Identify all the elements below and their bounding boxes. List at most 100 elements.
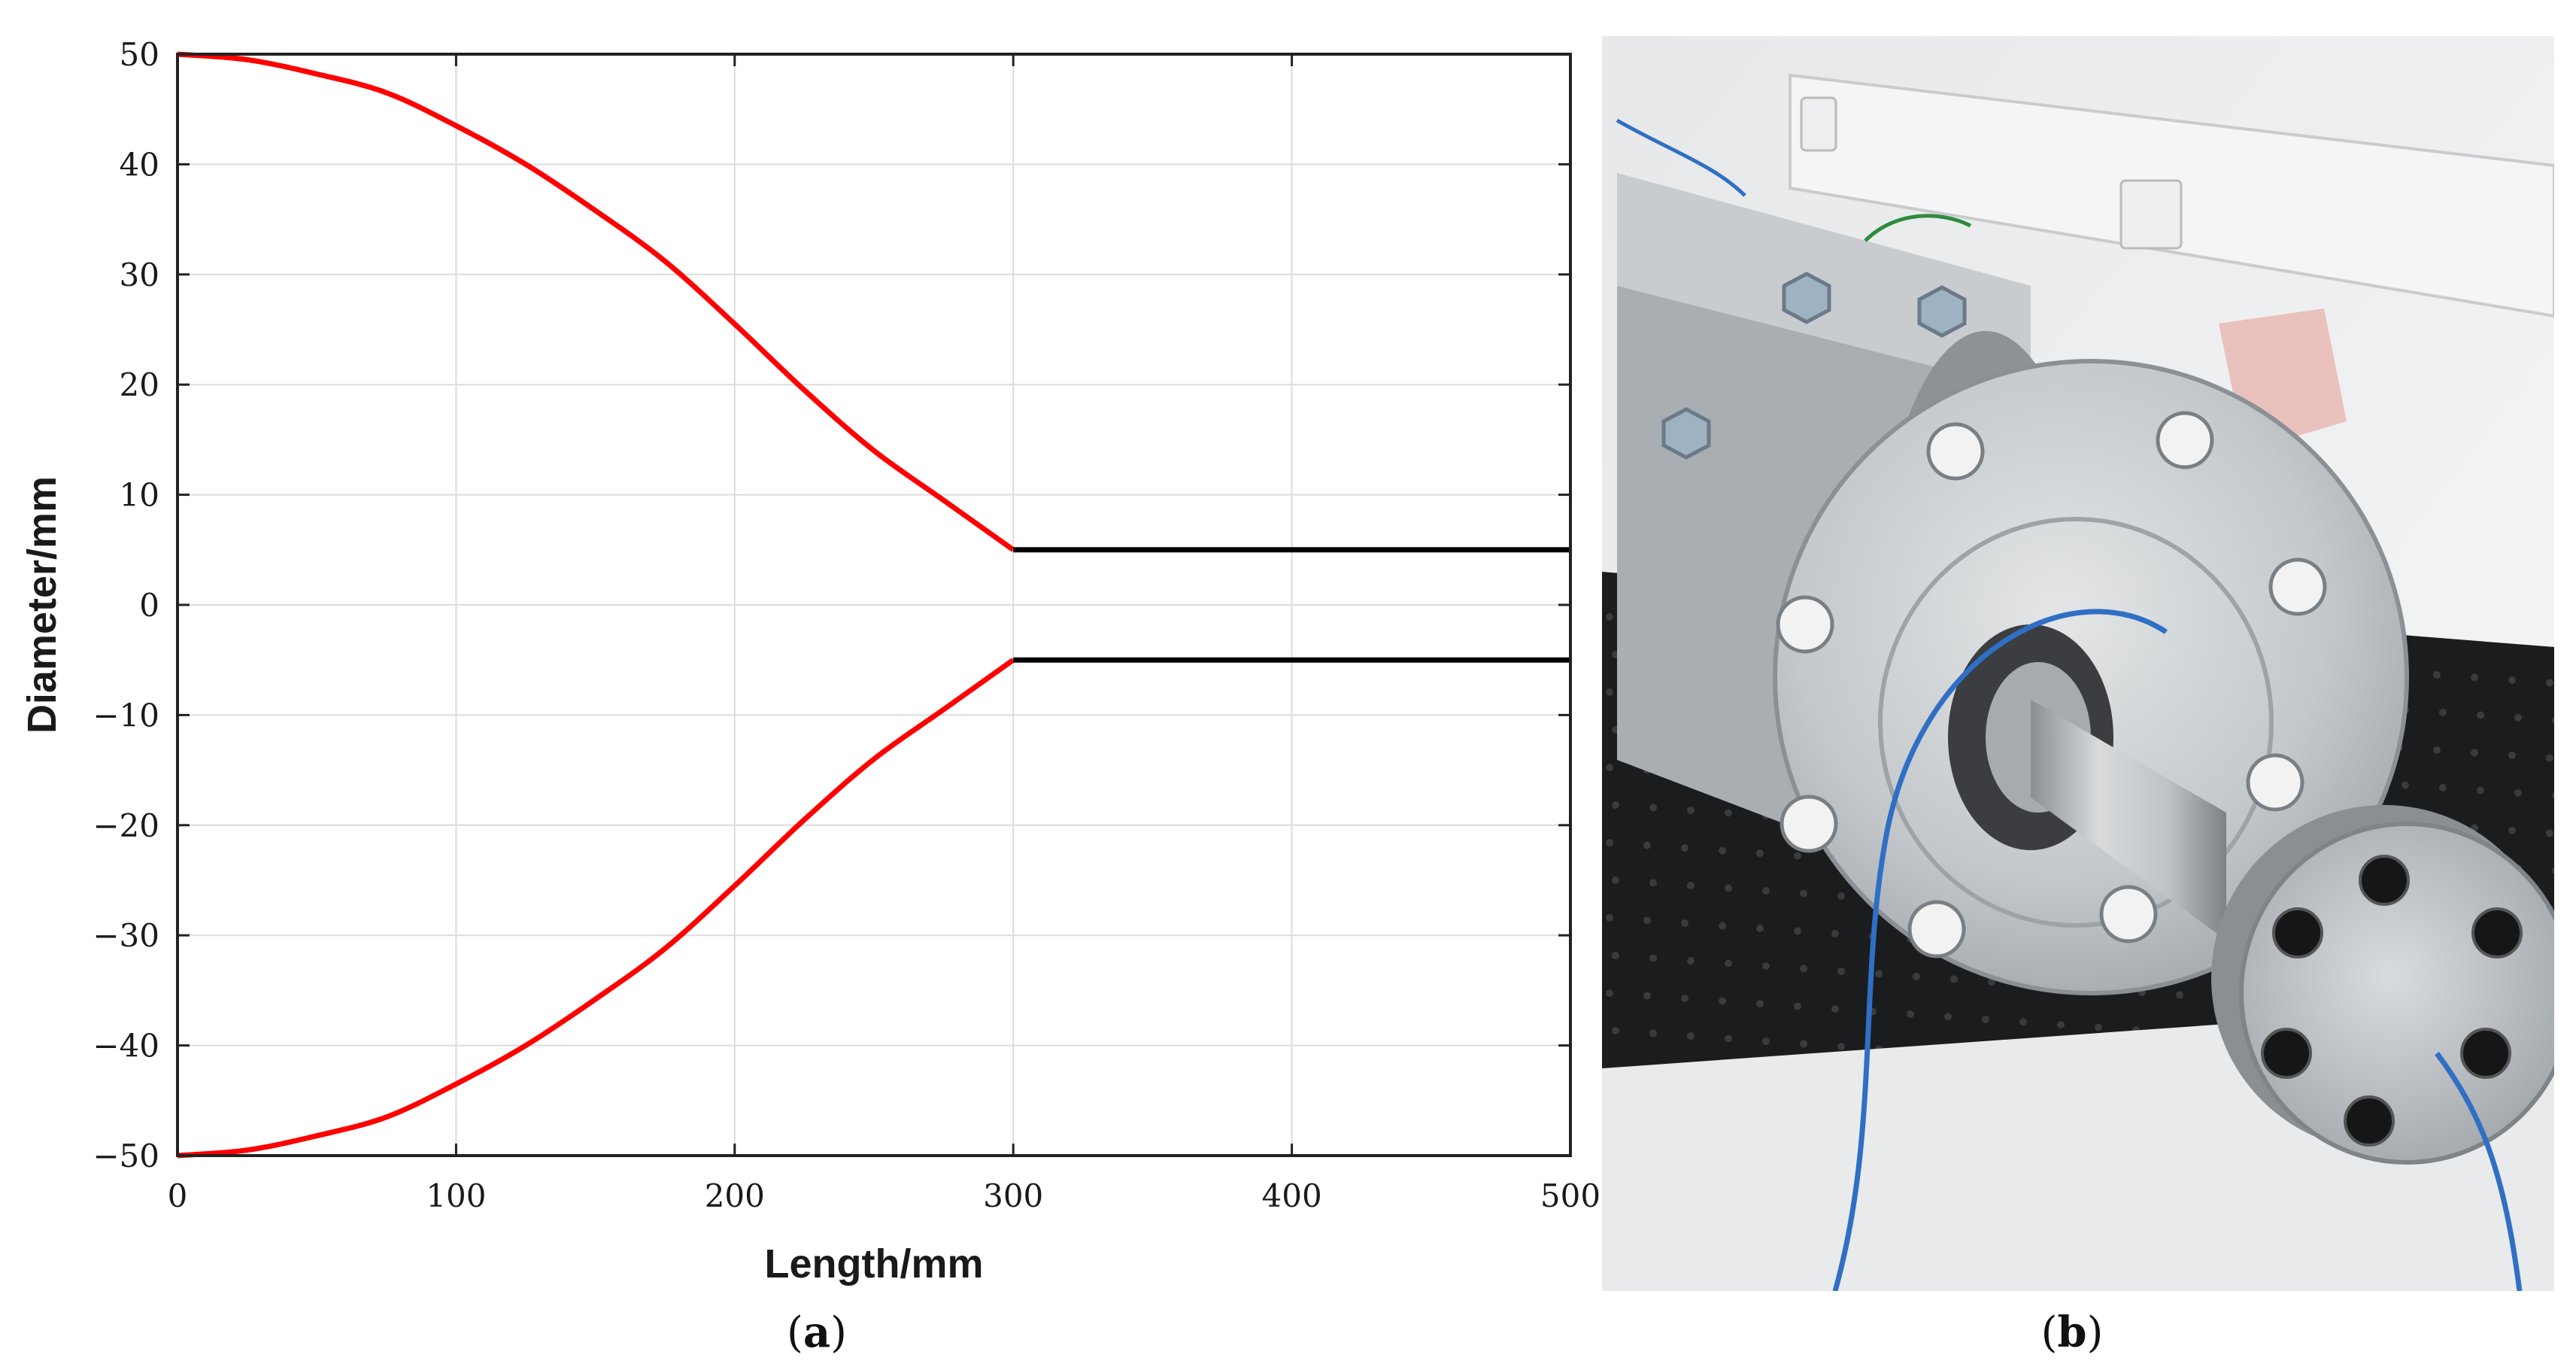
y-axis-label: Diameter/mm [20,476,65,734]
table-hole [1719,997,1726,1005]
table-hole [1837,892,1845,900]
table-hole [1649,879,1657,887]
series-group [177,51,1570,1159]
table-hole [1681,919,1689,927]
y-tick-label: 40 [120,146,159,183]
table-hole [2508,827,2516,834]
flange-holes [1776,411,2327,958]
table-hole [1756,1000,1764,1007]
table-hole [2477,786,2484,794]
table-hole [1907,1010,1914,1018]
table-hole [2095,1023,2102,1031]
apparatus-photo [1602,36,2554,1291]
table-hole [2019,1018,2027,1026]
table-hole [1725,884,1732,892]
y-tick-label: 20 [120,366,159,403]
table-hole [2471,673,2478,682]
table-hole [1794,1002,1801,1010]
table-hole [1649,804,1657,812]
table-hole [1687,807,1695,814]
y-tick-label: −20 [93,807,159,844]
table-hole [1643,841,1651,849]
table-hole [2439,709,2447,716]
svg-text:(b): (b) [2041,1308,2104,1357]
series-line-1 [177,658,1015,1159]
table-hole [2546,754,2553,762]
y-tick-label: 0 [139,587,159,624]
table-hole [2546,679,2553,687]
table-hole [1612,952,1619,959]
table-hole [2552,867,2554,875]
table-hole [2552,716,2554,725]
table-hole [2433,671,2441,679]
table-hole [1612,876,1619,884]
table-hole [2176,991,2183,999]
y-tick-label: −10 [93,697,159,734]
x-tick-label: 100 [426,1177,486,1214]
table-hole [1606,613,1613,621]
table-hole [1643,916,1651,925]
table-hole [1643,992,1651,1000]
table-hole [1606,914,1613,922]
table-hole [1800,1040,1807,1048]
x-tick-label: 500 [1540,1177,1601,1214]
panel-label-b: (b) [2041,1308,2104,1357]
table-hole [2057,1021,2065,1028]
table-hole [1649,1029,1657,1037]
table-hole [1837,968,1845,975]
table-hole [2433,746,2441,754]
table-hole [2402,781,2409,789]
table-hole [1800,889,1807,898]
table-hole [1687,957,1695,965]
table-hole [1649,954,1657,962]
y-tick-label: −40 [93,1028,159,1065]
panel-letter-a: a [803,1308,830,1357]
table-hole [1687,882,1695,889]
table-hole [1913,973,1920,980]
table-hole [1762,962,1770,970]
grid [177,53,1571,1156]
table-hole [1800,965,1807,973]
series-line-0 [177,51,1015,552]
table-hole [1612,801,1619,809]
x-axis-label: Length/mm [765,1241,984,1287]
table-hole [1837,1043,1845,1050]
table-hole [1794,852,1801,860]
table-hole [1831,930,1839,937]
table-hole [1950,975,1958,983]
y-tick-label: −50 [93,1138,159,1174]
diameter-profile-chart: 0 100 200 300 400 500 50403020100−10−20−30−40… [20,36,1601,1287]
panel-label-a: (a) [787,1308,847,1357]
table-hole [2552,791,2554,800]
table-hole [2471,749,2478,757]
bolts [1661,272,1967,460]
table-hole [1606,688,1613,696]
table-hole [1719,922,1726,930]
table-hole [1875,970,1883,978]
table-hole [1687,1032,1695,1040]
y-tick-label: 30 [120,257,159,293]
table-hole [1606,764,1613,771]
panel-letter-b: b [2057,1308,2086,1357]
y-tick-labels: 50 40 30 20 10 0 −10 −20 −30 −40 −50 [93,36,159,1174]
cap-bolts [2261,855,2523,1147]
table-hole [1756,925,1764,932]
table-hole [2477,711,2484,719]
table-hole [1612,1027,1619,1034]
table-hole [1944,1013,1952,1021]
table-hole [1681,844,1689,852]
x-tick-label: 200 [705,1177,765,1214]
table-hole [1725,809,1732,817]
table-hole [2514,714,2522,722]
table-hole [2508,752,2516,759]
table-hole [1725,1034,1732,1043]
y-tick-label: 50 [120,36,159,73]
table-hole [2439,784,2447,791]
y-tick-label: −30 [93,917,159,954]
table-hole [1725,959,1732,968]
x-tick-label: 400 [1262,1177,1322,1214]
y-tick-label: 10 [120,477,159,514]
table-hole [1681,995,1689,1002]
svg-text:(a): (a) [787,1308,847,1357]
